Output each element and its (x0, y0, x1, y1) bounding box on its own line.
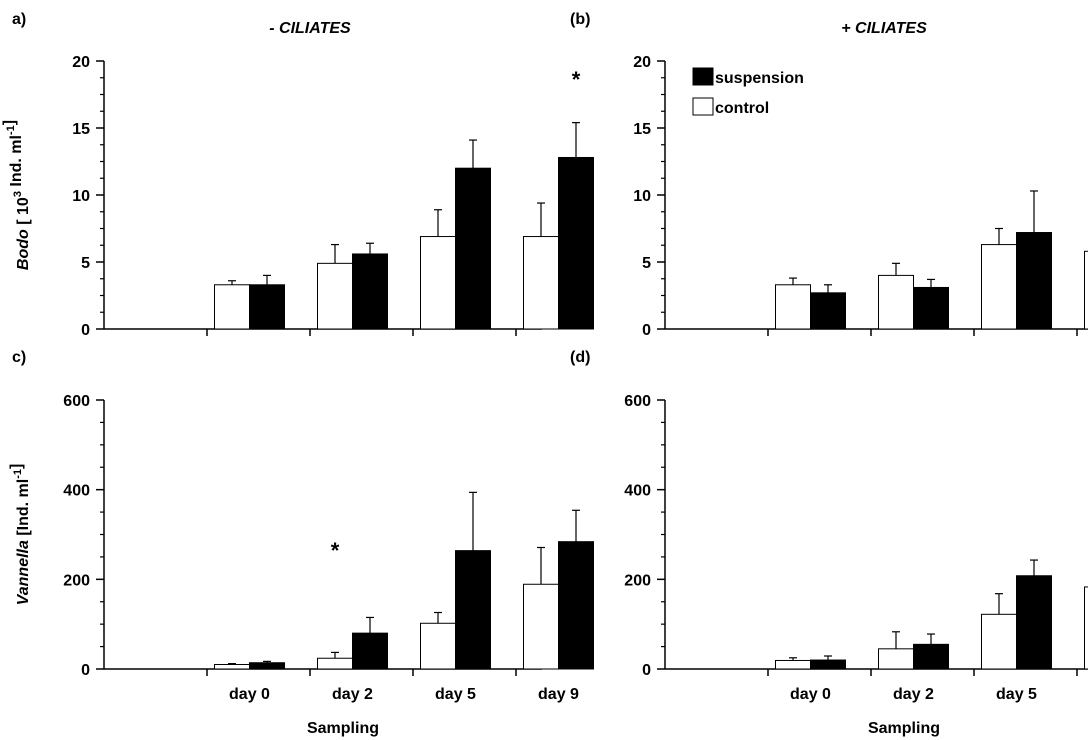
bar-control-day-2 (318, 658, 353, 669)
x-tick-label: day 0 (229, 686, 270, 703)
bar-suspension-day-0 (250, 663, 285, 669)
bar-suspension-day-5 (1017, 576, 1052, 669)
y-tick-label: 15 (72, 121, 90, 138)
bar-suspension-day-0 (811, 660, 846, 669)
y-tick-label: 10 (72, 188, 90, 205)
bar-control-day-5 (982, 614, 1017, 669)
bar-control-day-9 (524, 237, 559, 329)
y-tick-label: 200 (624, 572, 651, 589)
y-tick-label: 20 (72, 54, 90, 71)
y-tick-label: 5 (81, 255, 90, 272)
panel-label: a) (12, 11, 26, 28)
bar-control-day-9 (524, 584, 559, 669)
x-tick-label: day 2 (893, 686, 934, 703)
significance-marker: * (331, 538, 340, 563)
bar-suspension-day-5 (456, 551, 491, 669)
y-axis-title: Bodo [ 103 Ind. ml-1] (1, 120, 32, 270)
y-axis-title: Vannella [Ind. ml-1] (8, 464, 32, 606)
panel-1: a) - CILIATES 0 5 10 15 20 * Bodo [ 103 Ind. ml-… (1, 11, 594, 339)
bar-control-day-0 (776, 285, 811, 329)
x-tick-label: day 0 (790, 686, 831, 703)
bar-suspension-day-9 (559, 157, 594, 329)
bar-control-day-5 (421, 237, 456, 329)
y-tick-label: 0 (642, 322, 651, 339)
bar-control-day-0 (215, 285, 250, 329)
y-tick-label: 400 (624, 483, 651, 500)
legend-label-control: control (715, 100, 769, 117)
y-tick-label: 600 (63, 393, 90, 410)
panel-label: (d) (570, 349, 590, 366)
y-tick-label: 0 (642, 662, 651, 679)
y-tick-label: 0 (81, 322, 90, 339)
y-tick-label: 20 (633, 54, 651, 71)
bar-suspension-day-5 (456, 168, 491, 329)
y-tick-label: 0 (81, 662, 90, 679)
bar-suspension-day-0 (250, 285, 285, 329)
bar-suspension-day-2 (914, 644, 949, 669)
bar-control-day-0 (215, 665, 250, 669)
panel-label: (b) (570, 11, 590, 28)
bar-control-day-0 (776, 660, 811, 669)
panel-2: (b) + CILIATES 0 5 10 15 20 suspension control (570, 11, 1088, 339)
x-tick-label: day 9 (538, 686, 579, 703)
y-tick-label: 10 (633, 188, 651, 205)
bar-suspension-day-2 (353, 254, 388, 329)
bar-control-day-2 (318, 263, 353, 329)
panel-title: - CILIATES (269, 20, 351, 37)
bar-control-day-5 (421, 623, 456, 669)
x-axis-title: Sampling (307, 720, 379, 737)
bar-control-day-2 (879, 649, 914, 669)
legend-swatch-control (693, 98, 713, 115)
legend-label-suspension: suspension (715, 70, 804, 87)
panel-label: c) (12, 349, 26, 366)
bar-suspension-day-5 (1017, 233, 1052, 329)
panel-title: + CILIATES (841, 20, 927, 37)
y-tick-label: 600 (624, 393, 651, 410)
bar-control-day-2 (879, 275, 914, 329)
y-tick-label: 400 (63, 483, 90, 500)
y-tick-label: 5 (642, 255, 651, 272)
x-tick-label: day 5 (435, 686, 476, 703)
bar-suspension-day-0 (811, 293, 846, 329)
significance-marker: * (572, 67, 581, 92)
panel-3: c) 0 200 400 600 day 0 day 2 day 5 day 9 * Vannell… (8, 349, 594, 737)
x-tick-label: day 5 (996, 686, 1037, 703)
bar-control-day-9 (1085, 251, 1088, 329)
bar-suspension-day-2 (353, 633, 388, 669)
bar-control-day-5 (982, 245, 1017, 329)
y-tick-label: 200 (63, 572, 90, 589)
legend-swatch-suspension (693, 68, 713, 85)
bar-control-day-9 (1085, 587, 1088, 669)
bar-suspension-day-2 (914, 287, 949, 329)
x-axis-title: Sampling (868, 720, 940, 737)
y-tick-label: 15 (633, 121, 651, 138)
x-tick-label: day 2 (332, 686, 373, 703)
bar-suspension-day-9 (559, 542, 594, 669)
